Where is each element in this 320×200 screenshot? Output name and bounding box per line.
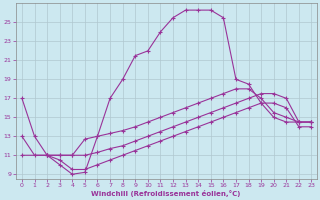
X-axis label: Windchill (Refroidissement éolien,°C): Windchill (Refroidissement éolien,°C) — [92, 190, 241, 197]
